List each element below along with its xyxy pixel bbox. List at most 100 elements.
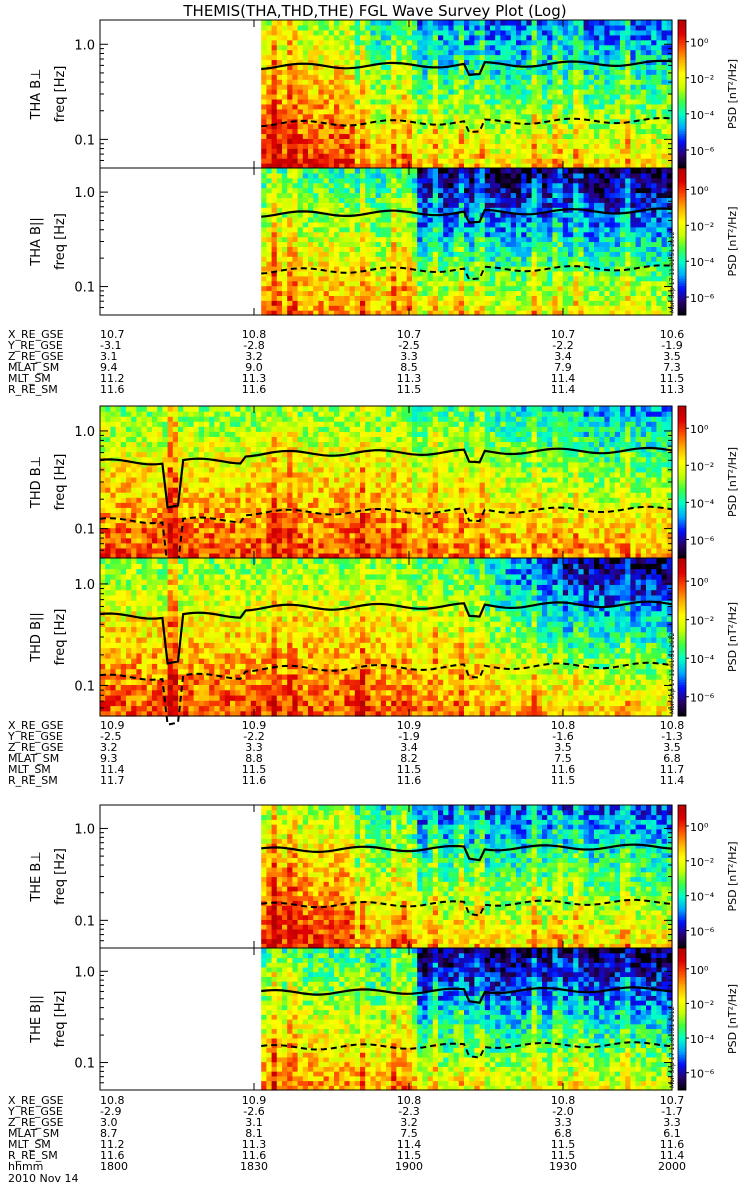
spectrogram-cell xyxy=(287,118,293,125)
spectrogram-cell xyxy=(562,202,569,208)
spectrogram-cell xyxy=(396,290,403,296)
spectrogram-cell xyxy=(604,20,611,26)
spectrogram-cell xyxy=(536,89,543,95)
spectrogram-cell xyxy=(323,123,330,130)
ephemeris-row-name: X_RE_GSE xyxy=(8,328,64,341)
spectrogram-cell xyxy=(500,143,507,149)
spectrogram-cell xyxy=(562,98,569,105)
spectrogram-cell xyxy=(417,123,423,130)
colorbar-step xyxy=(678,204,686,208)
spectrogram-cell xyxy=(562,172,569,179)
spectrogram-cell xyxy=(401,256,408,262)
spectrogram-cell xyxy=(536,310,543,316)
spectrogram-cell xyxy=(547,305,553,311)
spectrogram-cell xyxy=(422,202,429,208)
spectrogram-cell xyxy=(505,202,512,208)
spectrogram-cell xyxy=(464,143,470,149)
spectrogram-cell xyxy=(349,39,356,46)
spectrogram-cell xyxy=(479,29,486,36)
spectrogram-cell xyxy=(282,123,288,130)
spectrogram-cell xyxy=(661,231,668,238)
spectrogram-cell xyxy=(614,133,621,139)
spectrogram-cell xyxy=(599,172,605,179)
spectrogram-cell xyxy=(365,256,371,262)
spectrogram-cell xyxy=(474,143,481,149)
spectrogram-cell xyxy=(604,300,611,306)
spectrogram-cell xyxy=(339,275,345,282)
spectrogram-cell xyxy=(552,69,559,75)
colorbar-step xyxy=(678,221,686,225)
spectrogram-cell xyxy=(646,49,652,56)
spectrogram-cell xyxy=(609,24,616,31)
spectrogram-cell xyxy=(464,172,470,179)
spectrogram-cell xyxy=(323,285,330,292)
spectrogram-cell xyxy=(547,246,553,252)
spectrogram-cell xyxy=(386,69,392,75)
spectrogram-cell xyxy=(302,207,309,213)
spectrogram-cell xyxy=(276,275,283,282)
spectrogram-cell xyxy=(661,226,668,233)
spectrogram-cell xyxy=(391,143,397,149)
spectrogram-cell xyxy=(635,128,642,135)
spectrogram-cell xyxy=(620,158,626,164)
spectrogram-cell xyxy=(531,168,538,174)
spectrogram-cell xyxy=(557,246,564,252)
spectrogram-cell xyxy=(422,231,429,238)
spectrogram-cell xyxy=(552,24,559,31)
spectrogram-cell xyxy=(349,182,356,189)
spectrogram-cell xyxy=(656,158,663,164)
spectrogram-cell xyxy=(458,49,465,56)
spectrogram-cell xyxy=(484,261,491,267)
spectrogram-cell xyxy=(396,74,403,80)
spectrogram-cell xyxy=(661,49,668,56)
spectrogram-cell xyxy=(266,192,273,198)
spectrogram-cell xyxy=(469,143,475,149)
spectrogram-cell xyxy=(521,251,527,257)
spectrogram-cell xyxy=(406,226,413,233)
spectrogram-cell xyxy=(474,138,481,144)
spectrogram-cell xyxy=(427,256,434,262)
spectrogram-cell xyxy=(292,123,299,130)
spectrogram-cell xyxy=(505,113,512,120)
spectrogram-cell xyxy=(401,202,408,208)
spectrogram-cell xyxy=(484,84,491,90)
spectrogram-cell xyxy=(375,59,382,65)
spectrogram-cell xyxy=(266,59,273,65)
spectrogram-cell xyxy=(630,168,637,174)
spectrogram-cell xyxy=(401,217,408,223)
spectrogram-cell xyxy=(375,261,382,267)
spectrogram-cell xyxy=(464,84,470,90)
spectrogram-cell xyxy=(521,168,527,174)
spectrogram-cell xyxy=(261,64,267,70)
spectrogram-cell xyxy=(427,84,434,90)
spectrogram-cell xyxy=(334,256,340,262)
spectrogram-cell xyxy=(630,108,637,115)
spectrogram-cell xyxy=(531,266,538,272)
spectrogram-cell xyxy=(604,231,611,238)
spectrogram-cell xyxy=(604,207,611,213)
spectrogram-cell xyxy=(412,163,418,169)
spectrogram-cell xyxy=(521,236,527,243)
spectrogram-cell xyxy=(474,217,481,223)
spectrogram-cell xyxy=(479,246,486,252)
colorbar-step xyxy=(678,150,686,154)
spectrogram-cell xyxy=(573,300,579,306)
spectrogram-cell xyxy=(292,182,299,189)
spectrogram-cell xyxy=(271,207,278,213)
spectrogram-cell xyxy=(287,241,293,247)
spectrogram-cell xyxy=(640,143,647,149)
figure-title: THEMIS(THA,THD,THE) FGL Wave Survey Plot… xyxy=(182,2,566,20)
spectrogram-cell xyxy=(573,138,579,144)
spectrogram-cell xyxy=(500,94,507,100)
spectrogram-cell xyxy=(479,207,486,213)
spectrogram-cell xyxy=(386,231,392,238)
spectrogram-cell xyxy=(438,24,444,31)
spectrogram-cell xyxy=(604,84,611,90)
spectrogram-cell xyxy=(630,64,637,70)
spectrogram-cell xyxy=(380,192,387,198)
spectrogram-cell xyxy=(479,153,486,159)
spectrogram-cell xyxy=(510,118,517,125)
spectrogram-cell xyxy=(547,207,553,213)
spectrogram-cell xyxy=(261,212,267,218)
spectrogram-cell xyxy=(651,133,657,139)
